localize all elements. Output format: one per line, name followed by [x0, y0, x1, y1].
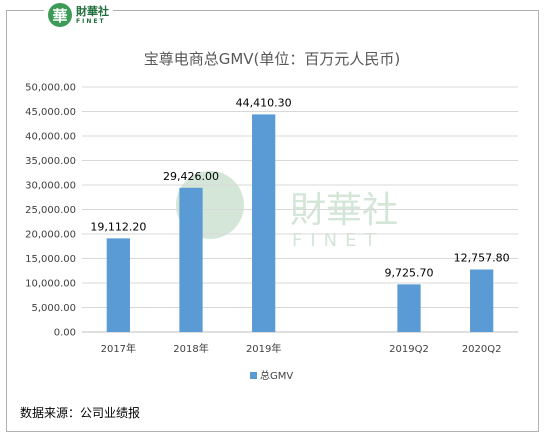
- x-tick-label: 2018年: [173, 342, 208, 355]
- y-tick-label: 30,000.00: [25, 181, 76, 192]
- data-label: 19,112.20: [90, 220, 146, 233]
- y-tick-label: 45,000.00: [25, 107, 76, 118]
- brand-name-en: FINET: [76, 17, 106, 25]
- x-tick-label: 2019Q2: [389, 344, 429, 355]
- legend: 总GMV: [250, 369, 293, 382]
- y-tick-label: 15,000.00: [25, 254, 76, 265]
- brand-text: 財華社 FINET: [76, 6, 109, 25]
- gridlines: [82, 86, 518, 333]
- watermark-name-en: FINET: [292, 230, 384, 251]
- y-tick-label: 25,000.00: [25, 205, 76, 216]
- logo-glyph: 華: [52, 6, 68, 25]
- y-tick-label: 35,000.00: [25, 156, 76, 167]
- legend-swatch: [250, 372, 257, 379]
- y-tick-label: 10,000.00: [25, 279, 76, 290]
- y-tick-label: 5,000.00: [31, 303, 76, 314]
- y-axis-ticks: 0.00 5,000.00 10,000.00 15,000.00 20,000.00 2…: [25, 83, 76, 339]
- data-label: 12,757.80: [454, 251, 510, 264]
- bar: [470, 269, 494, 332]
- brand-header: 華 財華社 FINET: [44, 2, 113, 28]
- bar: [179, 187, 203, 332]
- chart-title: 宝尊电商总GMV(单位：百万元人民币): [144, 50, 401, 68]
- x-tick-label: 2020Q2: [462, 344, 502, 355]
- bar: [397, 284, 421, 332]
- data-label: 9,725.70: [385, 266, 434, 279]
- bar: [252, 114, 276, 332]
- y-tick-label: 20,000.00: [25, 230, 76, 241]
- y-tick-label: 50,000.00: [25, 83, 76, 94]
- finet-watermark: 財華社 FINET: [176, 171, 398, 251]
- data-labels: 19,112.20 29,426.00 44,410.30 9,725.70 12,75…: [90, 96, 509, 279]
- data-label: 44,410.30: [236, 96, 292, 109]
- brand-name-cn: 財華社: [76, 4, 109, 18]
- data-label: 29,426.00: [163, 170, 219, 183]
- finet-logo: 華: [48, 3, 72, 27]
- bar: [106, 238, 130, 332]
- x-axis-ticks: 2017年 2018年 2019年 2019Q2 2020Q2: [101, 342, 502, 355]
- source-note: 数据来源：公司业绩报: [20, 405, 140, 420]
- x-tick-label: 2017年: [101, 342, 136, 355]
- y-tick-label: 40,000.00: [25, 132, 76, 143]
- x-tick-label: 2019年: [246, 342, 281, 355]
- watermark-name-cn: 財華社: [290, 190, 398, 231]
- y-tick-label: 0.00: [54, 328, 76, 339]
- bars: [106, 114, 494, 332]
- legend-label: 总GMV: [260, 369, 293, 382]
